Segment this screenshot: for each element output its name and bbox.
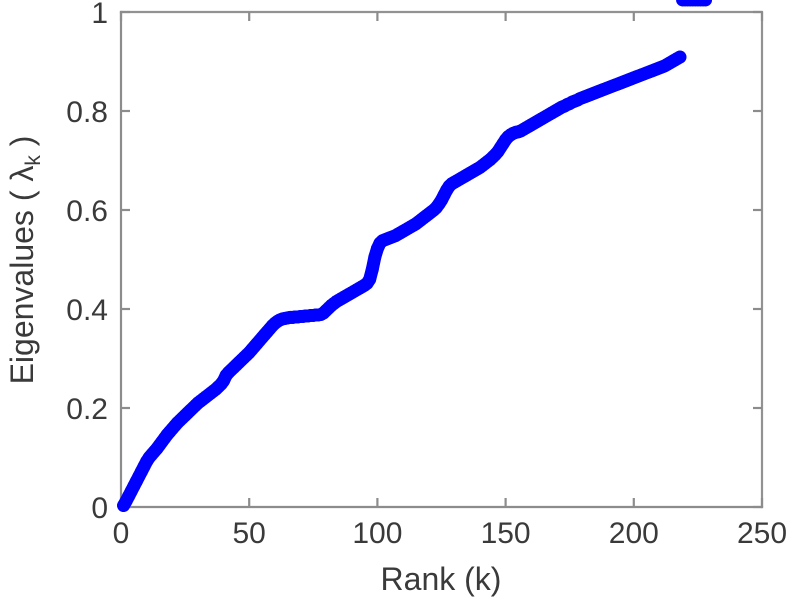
x-tick-label: 200: [609, 517, 659, 550]
y-tick-label: 0.6: [66, 195, 108, 228]
axis-ticks: [119, 10, 764, 509]
lambda-symbol: λ: [4, 166, 40, 182]
x-tick-label: 250: [737, 517, 787, 550]
y-tick-label: 0.2: [66, 393, 108, 426]
data-point: [673, 50, 687, 64]
data-point: [699, 0, 713, 7]
x-axis-title: Rank (k): [381, 561, 502, 597]
data-point: [365, 262, 379, 276]
y-axis-title-main: Eigenvalues (: [4, 182, 40, 385]
x-tick-label: 100: [352, 517, 402, 550]
x-tick-label: 0: [113, 517, 130, 550]
x-tick-labels: 0 50 100 150 200 250: [113, 517, 787, 550]
data-point: [363, 272, 377, 286]
x-tick-label: 150: [481, 517, 531, 550]
x-axis-title-text: Rank (k): [381, 561, 502, 597]
data-series: [117, 0, 713, 512]
k-subscript: k: [22, 155, 45, 166]
y-tick-labels: 0 0.2 0.4 0.6 0.8 1: [66, 0, 108, 525]
x-tick-label: 50: [233, 517, 266, 550]
y-axis-title-close: ): [4, 136, 40, 156]
y-tick-label: 0: [91, 492, 108, 525]
y-axis-title-text: Eigenvalues ( λk ): [4, 136, 45, 385]
y-axis-title: Eigenvalues ( λk ): [4, 136, 45, 385]
y-tick-label: 0.4: [66, 294, 108, 327]
y-tick-label: 1: [91, 0, 108, 30]
y-tick-label: 0.8: [66, 96, 108, 129]
